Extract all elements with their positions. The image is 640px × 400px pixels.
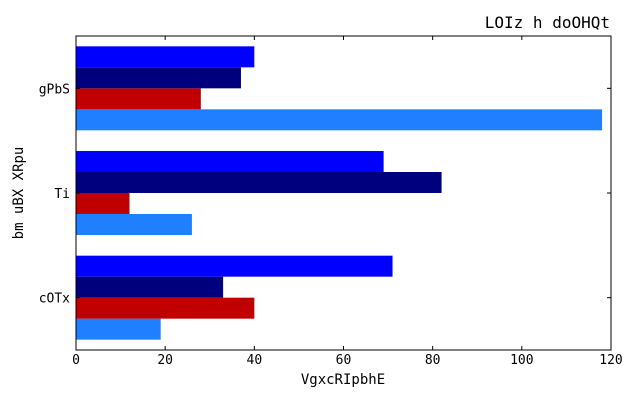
bar-Ti-series-1 xyxy=(76,214,192,235)
y-tick-label-cOTx: cOTx xyxy=(39,292,70,307)
bar-gPbS-series-3 xyxy=(76,67,241,89)
bar-Ti-series-4 xyxy=(76,151,384,172)
bars-layer xyxy=(76,46,603,340)
plot-frame xyxy=(75,35,612,351)
y-tick-label-Ti: Ti xyxy=(54,187,70,202)
bar-gPbS-series-1 xyxy=(76,109,603,131)
x-tick-label-6: 120 xyxy=(599,353,622,368)
x-axis-label: VgxcRIpbhE xyxy=(301,372,385,388)
x-tick-label-4: 80 xyxy=(425,353,441,368)
bar-Ti-series-3 xyxy=(76,172,442,193)
x-tick-label-0: 0 xyxy=(72,353,80,368)
bar-gPbS-series-4 xyxy=(76,46,255,68)
bar-Ti-series-2 xyxy=(76,193,130,214)
x-tick-label-1: 20 xyxy=(157,353,173,368)
bar-cOTx-series-4 xyxy=(76,255,393,277)
x-tick-label-5: 100 xyxy=(510,353,533,368)
bar-cOTx-series-1 xyxy=(76,318,161,340)
chart-title: LOIz h doOHQt xyxy=(485,13,610,32)
bar-cOTx-series-2 xyxy=(76,297,255,319)
x-tick-label-2: 40 xyxy=(247,353,263,368)
bar-cOTx-series-3 xyxy=(76,276,224,298)
y-tick-label-gPbS: gPbS xyxy=(39,82,70,97)
bar-gPbS-series-2 xyxy=(76,88,201,110)
x-tick-label-3: 60 xyxy=(336,353,352,368)
y-axis-label: bm uBX XRpu xyxy=(11,147,27,240)
